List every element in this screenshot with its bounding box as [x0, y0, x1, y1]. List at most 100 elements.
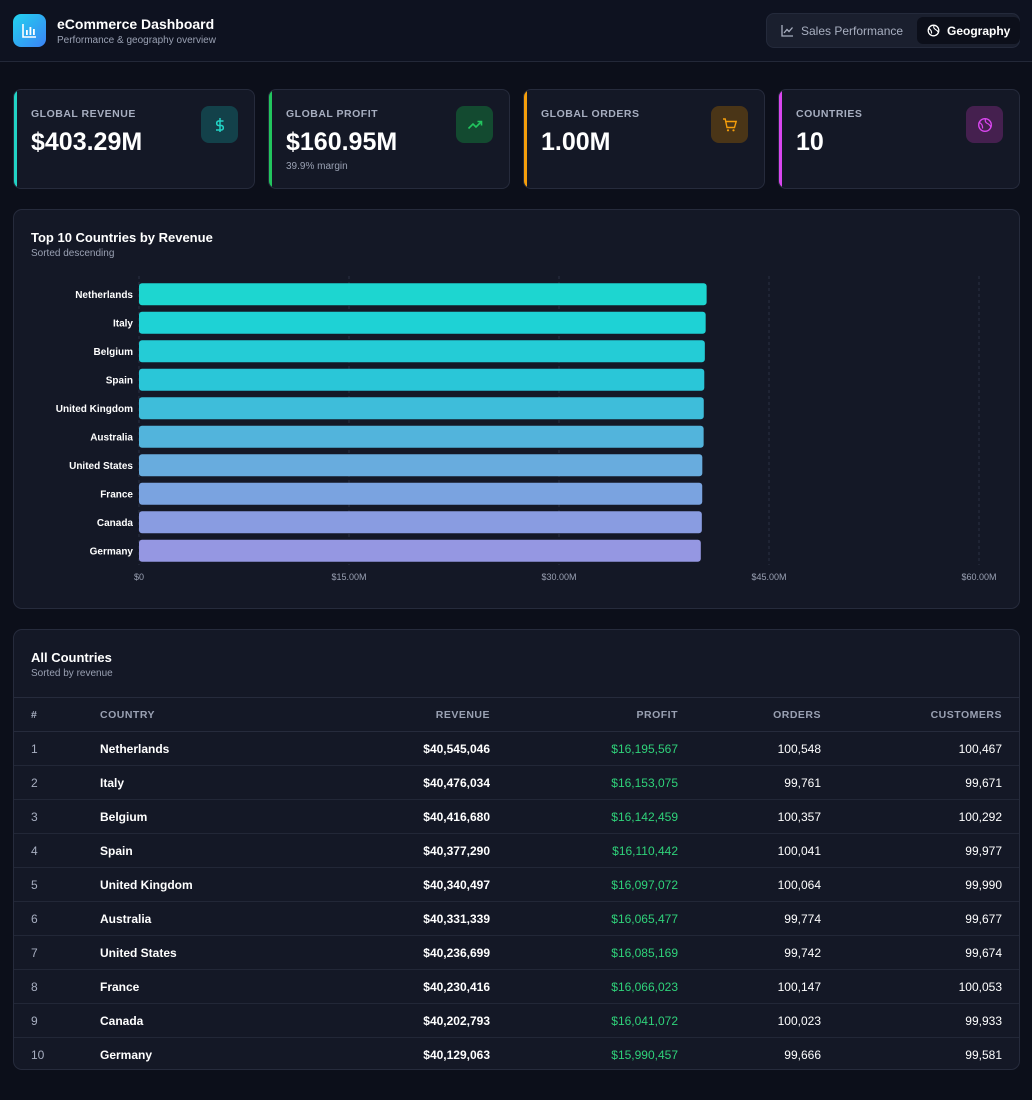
rank-cell: 9: [14, 1003, 100, 1038]
customers-cell: 99,977: [821, 833, 1019, 868]
bar[interactable]: [139, 425, 704, 448]
table-title: All Countries: [31, 650, 112, 665]
table-row[interactable]: 7 United States $40,236,699 $16,085,169 99,7…: [14, 935, 1019, 970]
kpi-value: $403.29M: [31, 128, 143, 156]
revenue-cell: $40,129,063: [423, 1047, 490, 1062]
countries-table: # COUNTRY REVENUE PROFIT ORDERS CUSTOMER…: [14, 697, 1019, 1070]
customers-cell: 100,292: [821, 799, 1019, 834]
y-category-label: Italy: [113, 318, 133, 329]
table-row[interactable]: 2 Italy $40,476,034 $16,153,075 99,761 99,671: [14, 765, 1019, 800]
orders-cell: 99,774: [678, 901, 821, 936]
y-category-label: Canada: [97, 518, 134, 529]
profit-cell: $16,066,023: [490, 969, 678, 1004]
bar[interactable]: [139, 397, 704, 420]
orders-cell: 99,761: [678, 765, 821, 800]
revenue-cell: $40,340,497: [286, 867, 490, 902]
table-row[interactable]: 1 Netherlands $40,545,046 $16,195,567 100,54…: [14, 731, 1019, 766]
orders-cell: 100,147: [678, 969, 821, 1004]
bar[interactable]: [139, 454, 703, 477]
app-header: eCommerce Dashboard Performance & geogra…: [0, 0, 1032, 62]
column-header-customers[interactable]: CUSTOMERS: [821, 697, 1019, 732]
bar[interactable]: [139, 311, 706, 334]
chart-subtitle: Sorted descending: [31, 248, 115, 259]
bar[interactable]: [139, 482, 703, 505]
bar[interactable]: [139, 511, 702, 534]
x-tick-label: $15.00M: [331, 572, 366, 582]
x-tick-label: $45.00M: [751, 572, 786, 582]
rank-cell: 5: [14, 867, 100, 902]
customers-cell: 100,053: [821, 969, 1019, 1004]
bar[interactable]: [139, 539, 701, 562]
kpi-accent: [269, 90, 272, 188]
revenue-cell: $40,377,290: [286, 833, 490, 868]
x-tick-label: $0: [134, 572, 144, 582]
kpi-label: GLOBAL ORDERS: [541, 108, 640, 120]
kpi-global-orders: GLOBAL ORDERS 1.00M: [523, 89, 765, 189]
globe-icon: [966, 106, 1003, 143]
profit-cell: $16,153,075: [490, 765, 678, 800]
y-category-label: France: [100, 489, 133, 500]
y-category-label: Netherlands: [75, 290, 133, 301]
orders-cell: 100,548: [678, 731, 821, 766]
profit-cell: $16,065,477: [490, 901, 678, 936]
profit-cell: $16,041,072: [490, 1003, 678, 1038]
country-cell: Germany: [100, 1047, 153, 1062]
revenue-cell: $40,476,034: [286, 765, 490, 800]
customers-cell: 99,677: [821, 901, 1019, 936]
customers-cell: 99,674: [821, 935, 1019, 970]
revenue-cell: $40,236,699: [286, 935, 490, 970]
profit-cell: $16,142,459: [490, 799, 678, 834]
kpi-value: $160.95M: [286, 128, 398, 156]
kpi-global-revenue: GLOBAL REVENUE $403.29M: [13, 89, 255, 189]
bar-chart-icon: [13, 14, 46, 47]
profit-cell: $16,085,169: [490, 935, 678, 970]
revenue-cell: $40,202,793: [286, 1003, 490, 1038]
column-header-profit[interactable]: PROFIT: [490, 697, 678, 732]
country-cell: France: [100, 969, 286, 1004]
column-header-country[interactable]: COUNTRY: [100, 697, 286, 732]
table-row[interactable]: 4 Spain $40,377,290 $16,110,442 100,041 99,97…: [14, 833, 1019, 868]
tab-geography-label: Geography: [947, 23, 1011, 38]
revenue-cell: $40,545,046: [286, 731, 490, 766]
bar[interactable]: [139, 340, 705, 363]
rank-cell: 3: [14, 799, 100, 834]
customers-cell: 99,671: [821, 765, 1019, 800]
y-category-label: Germany: [90, 546, 134, 557]
bar[interactable]: [139, 283, 707, 306]
y-category-label: Spain: [106, 375, 133, 386]
kpi-margin: 39.9% margin: [286, 161, 348, 172]
table-row[interactable]: 6 Australia $40,331,339 $16,065,477 99,774 99…: [14, 901, 1019, 936]
profit-cell: $16,195,567: [490, 731, 678, 766]
table-row[interactable]: 9 Canada $40,202,793 $16,041,072 100,023 99,9…: [14, 1003, 1019, 1038]
chart-title: Top 10 Countries by Revenue: [31, 230, 213, 245]
kpi-countries: COUNTRIES 10: [778, 89, 1020, 189]
table-row[interactable]: 5 United Kingdom $40,340,497 $16,097,072 100…: [14, 867, 1019, 902]
rank-cell: 4: [14, 833, 100, 868]
country-cell: Spain: [100, 833, 286, 868]
revenue-bar-chart: $0 $15.00M $30.00M $45.00M $60.00M Netherland…: [56, 276, 997, 582]
kpi-label: GLOBAL PROFIT: [286, 108, 379, 120]
kpi-accent: [14, 90, 17, 188]
bar[interactable]: [139, 368, 705, 391]
table-header-row: # COUNTRY REVENUE PROFIT ORDERS CUSTOMER…: [14, 697, 1019, 732]
revenue-cell: $40,230,416: [286, 969, 490, 1004]
column-header-rank[interactable]: #: [14, 697, 100, 732]
tab-geography[interactable]: Geography: [917, 17, 1021, 44]
customers-cell: 99,933: [821, 1003, 1019, 1038]
column-header-revenue[interactable]: REVENUE: [286, 697, 490, 732]
line-chart-icon: [781, 25, 793, 37]
kpi-accent: [779, 90, 782, 188]
kpi-global-profit: GLOBAL PROFIT $160.95M 39.9% margin: [268, 89, 510, 189]
kpi-value: 1.00M: [541, 128, 611, 156]
x-tick-label: $60.00M: [961, 572, 996, 582]
tab-sales-performance-label: Sales Performance: [801, 23, 904, 38]
kpi-label: COUNTRIES: [796, 108, 863, 120]
column-header-orders[interactable]: ORDERS: [678, 697, 821, 732]
table-row[interactable]: 8 France $40,230,416 $16,066,023 100,147 100,…: [14, 969, 1019, 1004]
table-row[interactable]: 10 Germany $40,129,063 $15,990,457 99,666 99,…: [14, 1038, 1019, 1070]
tab-sales-performance[interactable]: Sales Performance: [771, 17, 913, 44]
table-row[interactable]: 3 Belgium $40,416,680 $16,142,459 100,357 100…: [14, 799, 1019, 834]
country-cell: Italy: [100, 765, 286, 800]
profit-cell: $16,110,442: [490, 833, 678, 868]
rank-cell: 2: [14, 765, 100, 800]
